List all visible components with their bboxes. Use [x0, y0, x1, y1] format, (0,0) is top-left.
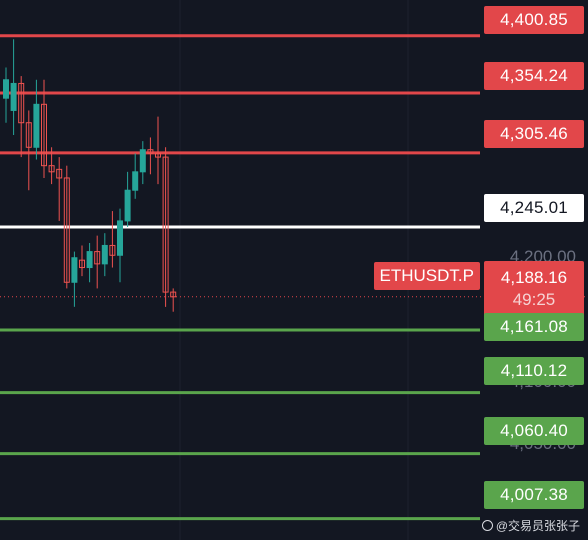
watermark: @交易员张张子	[481, 517, 580, 534]
candle-body-3	[18, 82, 25, 124]
level-label-4007-38[interactable]: 4,007.38	[484, 481, 584, 509]
last-price-value: 4,188.16	[500, 268, 568, 287]
candle-body-15	[109, 244, 116, 256]
level-label-4110-12[interactable]: 4,110.12	[484, 357, 584, 385]
candle-body-17	[124, 189, 131, 222]
level-label-4305-46[interactable]: 4,305.46	[484, 120, 584, 148]
candle-body-8	[56, 168, 63, 179]
candle-body-11	[79, 259, 85, 269]
candle-body-2	[10, 82, 17, 111]
candle-body-10	[71, 257, 78, 283]
candle-body-9	[63, 177, 70, 283]
candle-body-19	[139, 149, 146, 173]
candle-body-20	[147, 149, 154, 154]
candle-body-1	[3, 79, 9, 99]
candle-body-16	[117, 220, 123, 256]
level-label-4400-85[interactable]: 4,400.85	[484, 6, 584, 34]
symbol-tag: ETHUSDT.P	[373, 262, 480, 290]
last-price-box: 4,188.16 49:25	[484, 261, 584, 317]
level-label-4245-01[interactable]: 4,245.01	[484, 194, 584, 222]
candle-body-7	[48, 165, 55, 173]
candle-body-13	[94, 251, 101, 265]
candle-body-18	[132, 171, 139, 191]
candle-body-12	[86, 251, 93, 269]
level-label-4161-08[interactable]: 4,161.08	[484, 313, 584, 341]
candle-body-22	[162, 156, 169, 293]
candle-body-5	[33, 103, 40, 148]
bar-countdown: 49:25	[512, 290, 556, 309]
level-label-4060-40[interactable]: 4,060.40	[484, 417, 584, 445]
candle-body-4	[25, 122, 32, 148]
eye-icon	[481, 520, 493, 531]
candle-body-6	[41, 103, 47, 167]
level-label-4354-24[interactable]: 4,354.24	[484, 62, 584, 90]
candle-body-21	[155, 152, 161, 158]
watermark-text: @交易员张张子	[495, 519, 580, 533]
candle-body-23	[170, 291, 177, 298]
candle-body-14	[101, 244, 108, 265]
